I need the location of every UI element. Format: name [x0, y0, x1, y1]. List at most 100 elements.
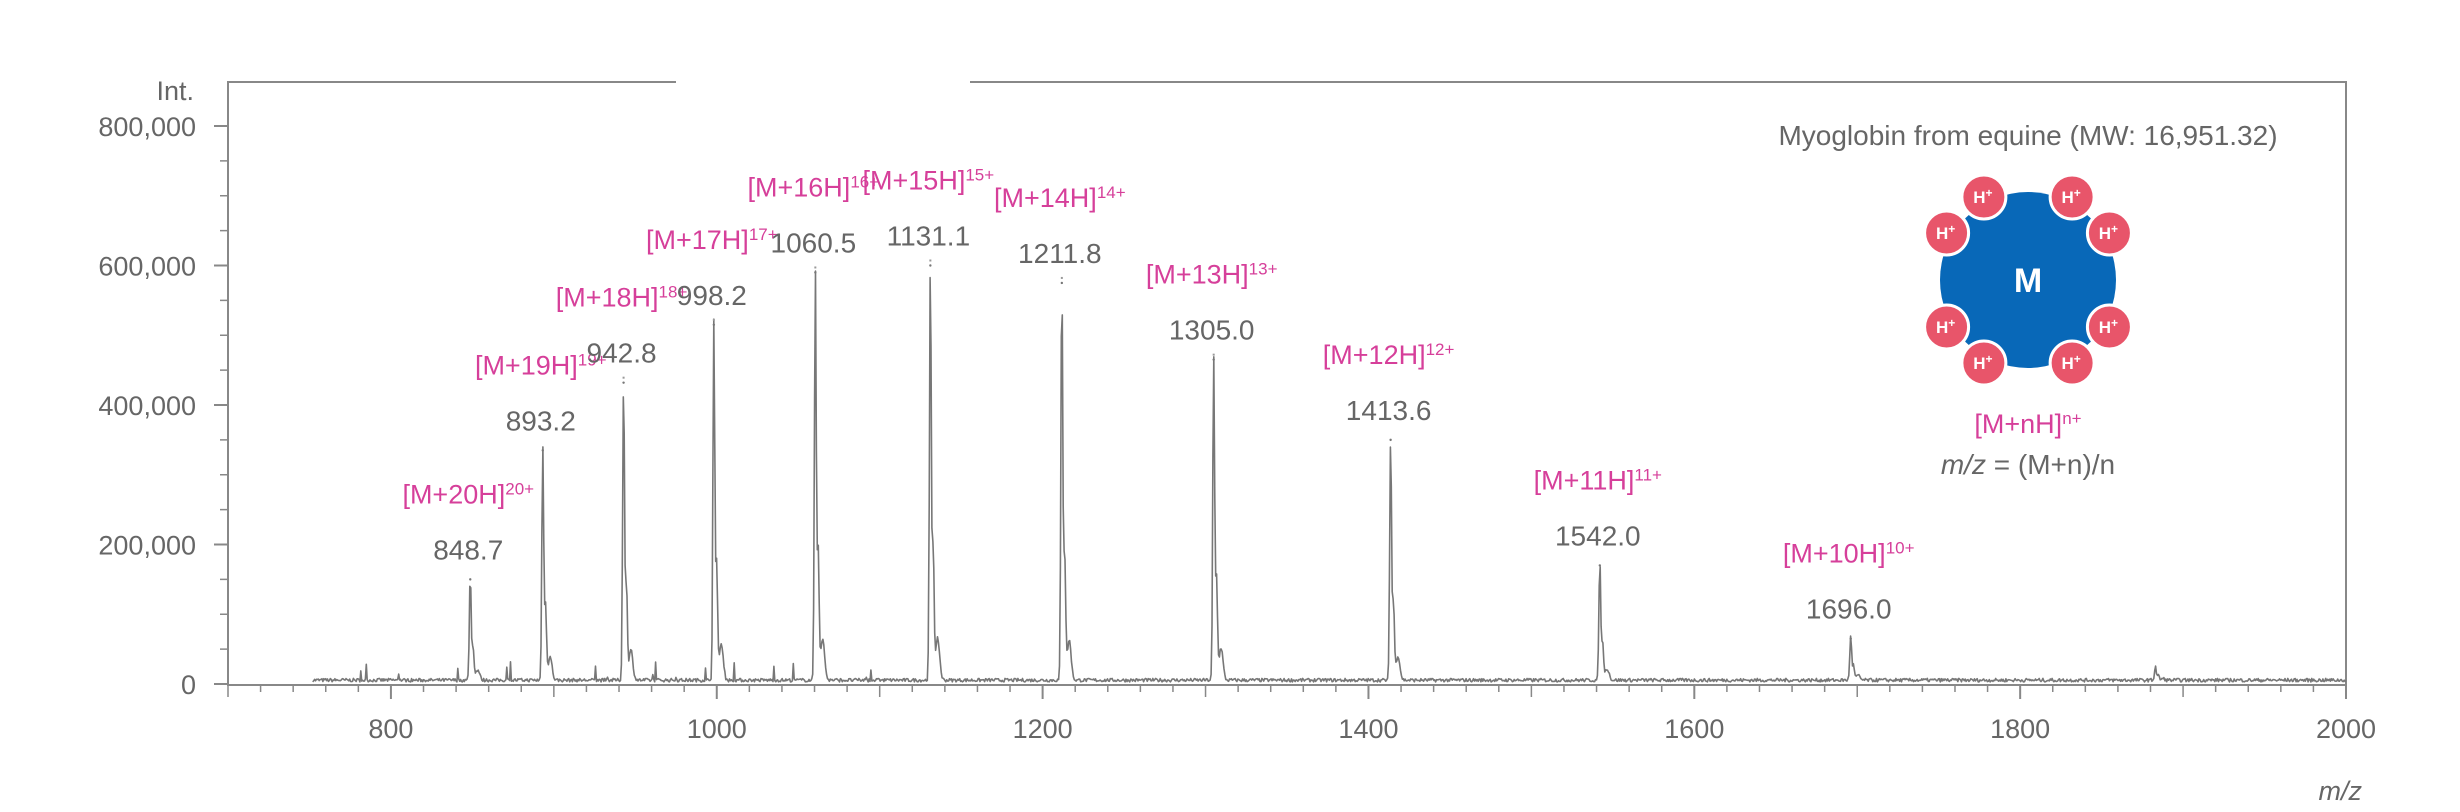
peak-mz-label: 1211.8 [1018, 238, 1102, 269]
peak-label: [M+14H]14+ 1211.8 [994, 183, 1126, 279]
peak-ion-label: [M+10H]10+ [1783, 539, 1915, 569]
proton-circle [2085, 303, 2133, 351]
x-tick-label: 1000 [687, 714, 747, 744]
proton-charge: + [2111, 316, 2118, 330]
peak-label: [M+13H]13+ 1305.0 [1146, 260, 1278, 356]
legend-mz-var: m/z [1941, 449, 1986, 480]
peak-ion-label: [M+11H]11+ [1534, 465, 1662, 495]
peak-ion-label: [M+17H]17+ [646, 225, 778, 255]
proton-charge: + [2074, 186, 2081, 200]
legend-mz-formula: m/z = (M+n)/n [1941, 449, 2115, 480]
legend-ion-formula: [M+nH]n+ [1974, 409, 2081, 439]
peak-ion-base: [M+10H] [1783, 539, 1886, 569]
peak-label: [M+16H]16+ 1060.5 [748, 172, 880, 269]
proton-label: H+ [2061, 186, 2080, 207]
peak-ion-charge: 10+ [1886, 539, 1915, 558]
y-tick-label: 600,000 [98, 252, 196, 282]
proton-label: H+ [2099, 222, 2118, 243]
peak-annotations: [M+20H]20+ 848.7 [M+19H]19+ 893.2 [M+18H]18+… [402, 166, 1914, 625]
proton-symbol: H [1973, 354, 1985, 373]
peak-ion-charge: 19+ [578, 350, 607, 369]
peak-ion-label: [M+19H]19+ [475, 350, 607, 380]
proton-label: H+ [1936, 222, 1955, 243]
x-tick-label: 1400 [1338, 714, 1398, 744]
peak-ion-base: [M+11H] [1534, 465, 1635, 495]
x-tick-label: 1200 [1013, 714, 1073, 744]
peak-point [929, 264, 932, 267]
peak-point [1389, 438, 1392, 442]
peak-label: [M+12H]12+ 1413.6 [1323, 340, 1455, 426]
peak-ion-charge: 18+ [659, 283, 688, 302]
proton-label: H+ [1973, 186, 1992, 207]
peak-point [1212, 358, 1215, 361]
proton-circle [1923, 209, 1971, 257]
peak-mz-label: 998.2 [677, 280, 747, 311]
peak-ion-base: [M+18H] [556, 283, 659, 313]
peak-label: [M+15H]15+ 1131.1 [863, 166, 995, 262]
x-tick-label: 1800 [1990, 714, 2050, 744]
proton-label: H+ [2099, 316, 2118, 337]
legend-ion-sup: n+ [2062, 409, 2081, 428]
peak-point [469, 578, 472, 581]
peak-ion-label: [M+14H]14+ [994, 183, 1126, 213]
legend: Myoglobin from equine (MW: 16,951.32) M H… [1778, 120, 2277, 480]
proton-circle [2085, 209, 2133, 257]
proton-charge: + [1948, 316, 1955, 330]
peak-point [622, 381, 625, 384]
peak-mz-label: 1060.5 [771, 227, 857, 258]
peak-label: [M+17H]17+ 998.2 [646, 225, 778, 321]
peak-ion-label: [M+15H]15+ [863, 166, 995, 196]
peak-ion-label: [M+20H]20+ [402, 479, 534, 509]
peak-ion-base: [M+15H] [863, 166, 966, 196]
peak-label: [M+20H]20+ 848.7 [402, 479, 534, 565]
peak-ion-base: [M+20H] [402, 479, 505, 509]
proton-symbol: H [2061, 354, 2073, 373]
frame-path [227, 81, 2347, 686]
peak-ion-base: [M+14H] [994, 183, 1097, 213]
peak-ion-label: [M+16H]16+ [748, 172, 880, 202]
proton-circle [1960, 339, 2008, 387]
peak-label: [M+18H]18+ 942.8 [556, 283, 688, 379]
peak-point [1060, 281, 1064, 285]
peak-ion-base: [M+19H] [475, 350, 578, 380]
peak-label: [M+10H]10+ 1696.0 [1783, 539, 1915, 625]
protein-label: M [2014, 262, 2042, 300]
y-tick-label: 800,000 [98, 112, 196, 142]
peak-ion-charge: 20+ [505, 479, 534, 498]
proton-symbol: H [1936, 224, 1948, 243]
proton-charge: + [1986, 186, 1993, 200]
x-tick-label: 800 [368, 714, 413, 744]
proton-label: H+ [1973, 352, 1992, 373]
x-axis-title: m/z [2319, 776, 2363, 806]
y-tick-label: 400,000 [98, 391, 196, 421]
peak-mz-label: 1305.0 [1169, 315, 1255, 346]
peak-label: [M+11H]11+ 1542.0 [1534, 465, 1662, 551]
peak-ion-base: [M+13H] [1146, 260, 1249, 290]
legend-ion-base: [M+nH] [1974, 409, 2062, 439]
proton-circle [2048, 173, 2096, 221]
peak-ion-label: [M+18H]18+ [556, 283, 688, 313]
peak-point [712, 323, 716, 326]
peak-point [1598, 564, 1602, 567]
protein-diagram: MH+ H+H+ H+H+ H+H+ H+ [1923, 173, 2133, 387]
proton-symbol: H [2061, 188, 2073, 207]
spectrum-trace [312, 270, 2347, 683]
proton-circle [1960, 173, 2008, 221]
proton-charge: + [1986, 352, 1993, 366]
plot-frame [227, 81, 2347, 686]
proton-symbol: H [1973, 188, 1985, 207]
proton-symbol: H [2099, 318, 2111, 337]
peak-point [1849, 637, 1852, 640]
peak-mz-label: 942.8 [587, 338, 657, 369]
peak-mz-label: 1542.0 [1555, 520, 1641, 551]
peak-ion-charge: 15+ [965, 166, 994, 185]
x-tick-label: 1600 [1664, 714, 1724, 744]
peak-mz-label: 1696.0 [1806, 594, 1892, 625]
axes: 800 1000 1200 1400 1600 1800 2000 0 200,000 400,0… [98, 112, 2376, 744]
peak-ion-charge: 12+ [1426, 340, 1455, 359]
peak-ion-label: [M+13H]13+ [1146, 260, 1278, 290]
spectrum [312, 264, 2347, 683]
proton-symbol: H [2099, 224, 2111, 243]
protein-circle [1940, 192, 2116, 368]
